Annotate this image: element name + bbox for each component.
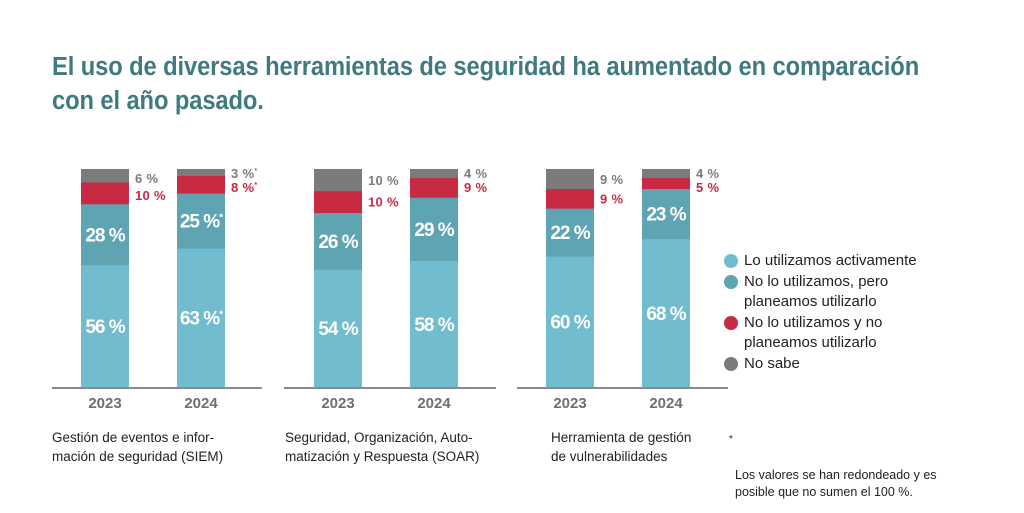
bar-segment-active-2023	[546, 256, 594, 388]
data-label-planned-2024: 23 %	[646, 205, 686, 226]
bar-segment-planned-2024	[410, 197, 458, 261]
legend-label: No sabe	[744, 354, 800, 372]
data-label-planned-2024: 29 %	[414, 220, 454, 241]
data-label-active-2024: 63 %*	[180, 309, 224, 330]
x-tick-label-2024: 2024	[649, 395, 683, 412]
chart-caption-vuln: Herramienta de gestión de vulnerabilidad…	[551, 430, 692, 464]
legend-dot-icon	[724, 356, 738, 371]
data-label-not-planned-2024: 5 %	[696, 180, 719, 195]
data-label-not-planned-2024: 9 %	[464, 180, 487, 195]
legend-dot-icon	[724, 315, 738, 330]
legend-item-unknown: No sabe	[724, 354, 917, 375]
x-tick-label-2024: 2024	[417, 395, 451, 412]
data-label-not-planned-2023: 10 %	[135, 188, 166, 203]
data-label-active-2024: 68 %	[646, 304, 686, 325]
data-label-not-planned-2023: 10 %	[368, 195, 399, 210]
x-tick-label-2023: 2023	[321, 395, 354, 412]
data-label-unknown-2023: 6 %	[135, 171, 158, 186]
data-label-unknown-2024: 3 %*	[231, 166, 257, 181]
x-tick-label-2023: 2023	[553, 395, 586, 412]
bar-segment-not-planned-2024	[177, 175, 225, 194]
bar-segment-active-2024	[177, 248, 225, 388]
bar-segment-planned-2024	[177, 193, 225, 249]
data-label-active-2024: 58 %	[414, 315, 454, 336]
bar-segment-not-planned-2023	[81, 182, 129, 205]
bar-segment-not-planned-2024	[642, 177, 690, 190]
data-label-unknown-2023: 10 %	[368, 173, 399, 188]
legend-dot-icon	[724, 254, 738, 268]
bar-segment-not-planned-2023	[314, 190, 362, 213]
data-label-unknown-2024: 4 %	[696, 166, 719, 181]
bar-segment-planned-2023	[81, 203, 129, 266]
bar-segment-not-planned-2024	[410, 177, 458, 198]
bar-segment-unknown-2024	[410, 169, 458, 179]
legend-item-active: Lo utilizamos activamente	[724, 251, 917, 272]
bar-segment-unknown-2023	[314, 169, 362, 192]
data-label-active-2023: 60 %	[550, 313, 590, 334]
footnote-marker: *	[729, 434, 733, 445]
legend: Lo utilizamos activamente No lo utilizam…	[724, 251, 917, 374]
x-tick-label-2023: 2023	[88, 395, 121, 412]
bar-segment-active-2024	[410, 260, 458, 388]
legend-dot-icon	[724, 274, 738, 289]
chart-caption-siem: Gestión de eventos e infor- mación de se…	[52, 430, 224, 464]
data-label-active-2023: 56 %	[85, 317, 125, 338]
data-label-active-2023: 54 %	[318, 319, 358, 340]
bar-segment-planned-2023	[546, 208, 594, 257]
data-label-planned-2023: 28 %	[85, 225, 125, 246]
bar-segment-unknown-2023	[546, 169, 594, 190]
data-label-unknown-2024: 4 %	[464, 166, 487, 181]
data-label-not-planned-2024: 8 %*	[231, 180, 257, 195]
data-label-not-planned-2023: 9 %	[600, 191, 623, 206]
bar-segment-unknown-2024	[177, 169, 225, 177]
data-label-planned-2023: 22 %	[550, 223, 590, 244]
page-title: El uso de diversas herramientas de segur…	[52, 53, 920, 115]
x-tick-label-2024: 2024	[184, 395, 218, 412]
bar-segment-active-2023	[81, 264, 129, 388]
bar-segment-planned-2024	[642, 188, 690, 240]
bar-segment-unknown-2023	[81, 169, 129, 183]
data-label-unknown-2023: 9 %	[600, 172, 623, 187]
bar-segment-planned-2023	[314, 212, 362, 270]
bar-segment-active-2024	[642, 238, 690, 388]
bar-segment-unknown-2024	[642, 169, 690, 179]
legend-item-not-planned: No lo utilizamos y no planeamos utilizar…	[724, 313, 917, 354]
legend-label: No lo utilizamos, pero planeamos utiliza…	[744, 272, 889, 311]
bar-segment-not-planned-2023	[546, 188, 594, 209]
footnote-text: Los valores se han redondeado y es posib…	[735, 468, 937, 499]
legend-item-planned: No lo utilizamos, pero planeamos utiliza…	[724, 272, 917, 313]
footnote: * Los valores se han redondeado y es pos…	[729, 433, 937, 501]
data-label-planned-2024: 25 %*	[180, 212, 224, 233]
chart-caption-soar: Seguridad, Organización, Auto- matizació…	[285, 430, 480, 464]
legend-label: No lo utilizamos y no planeamos utilizar…	[744, 313, 883, 352]
data-label-planned-2023: 26 %	[318, 232, 358, 253]
bar-segment-active-2023	[314, 269, 362, 388]
legend-label: Lo utilizamos activamente	[744, 252, 917, 269]
